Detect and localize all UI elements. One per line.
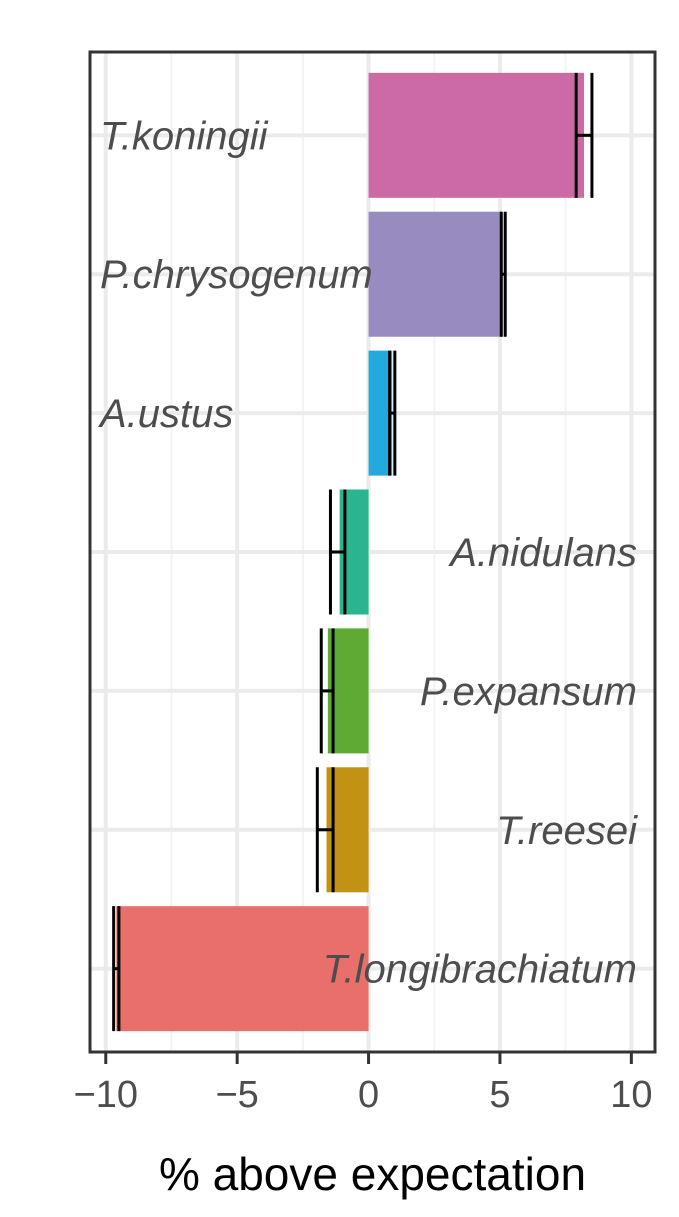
x-tick-label: 10: [610, 1074, 652, 1116]
bar: [327, 628, 369, 754]
x-axis-title: % above expectation: [159, 1148, 586, 1200]
bar-label: T.koningii: [100, 114, 269, 158]
x-tick-label: 0: [358, 1074, 379, 1116]
error-bars: [112, 72, 594, 1032]
x-tick-label: −5: [215, 1074, 258, 1116]
bar-label: T.longibrachiatum: [323, 948, 637, 992]
bar: [368, 72, 585, 198]
bar: [368, 211, 503, 337]
bar-label: P.chrysogenum: [100, 253, 373, 297]
bar-labels: T.koningii P.chrysogenum A.ustus A.nidulans…: [98, 114, 638, 991]
x-tick-label: −10: [74, 1074, 138, 1116]
bar-label: P.expansum: [420, 670, 637, 714]
bar-label: T.reesei: [496, 809, 638, 853]
bar: [116, 906, 369, 1032]
x-axis-ticks: −10 −5 0 5 10: [74, 1052, 652, 1116]
bar-label: A.ustus: [98, 392, 233, 436]
x-tick-label: 5: [489, 1074, 510, 1116]
panel-border: [88, 50, 657, 1054]
bar-label: A.nidulans: [448, 531, 637, 575]
bar: [368, 350, 393, 476]
